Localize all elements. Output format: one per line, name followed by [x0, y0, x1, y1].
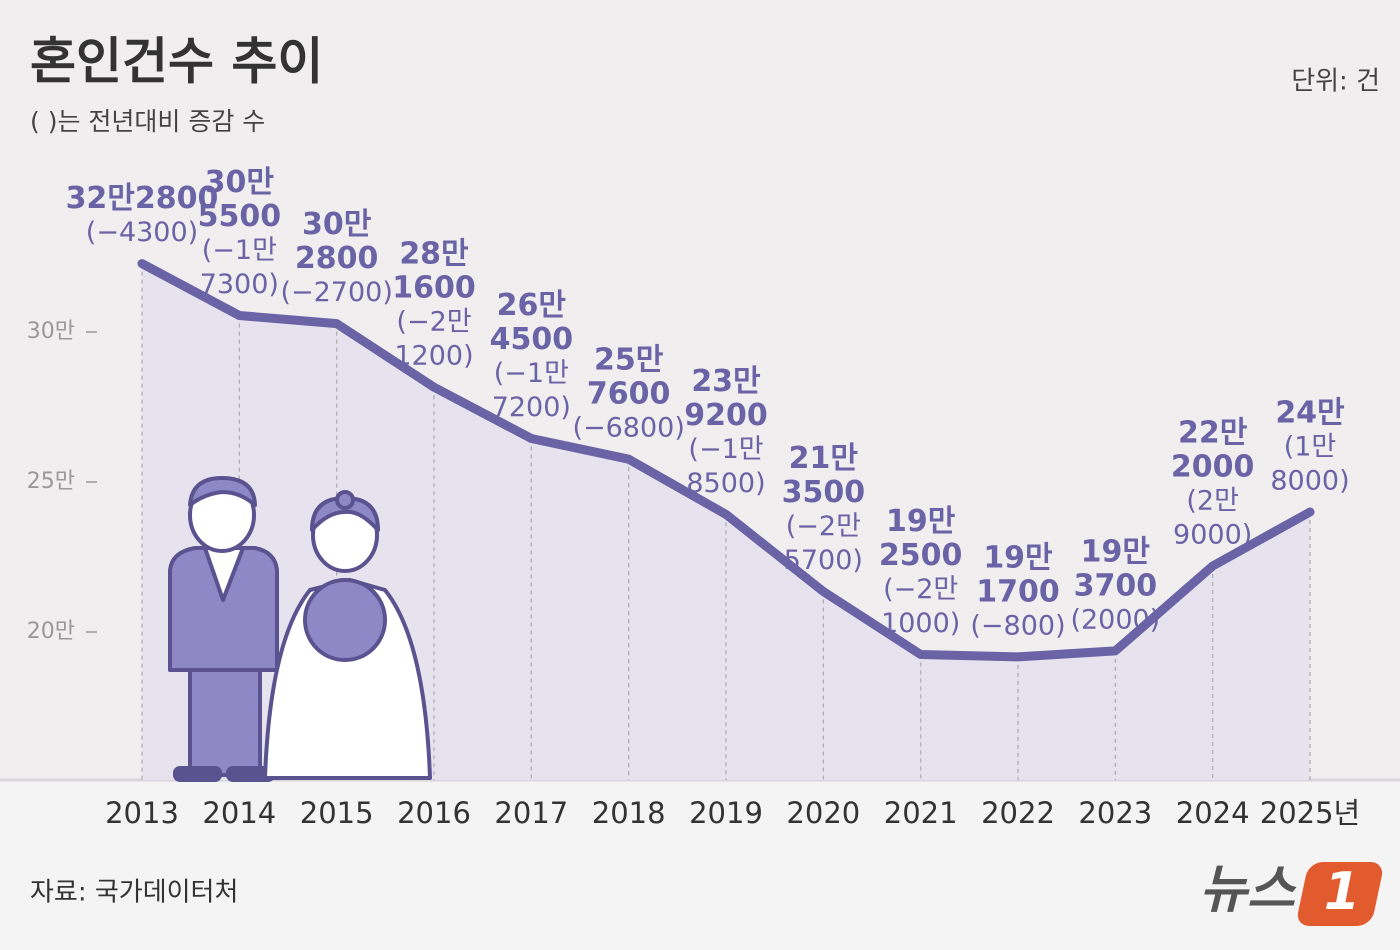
logo-box — [1297, 862, 1383, 926]
area — [142, 263, 1310, 781]
value-label: 7600 — [587, 377, 671, 412]
change-label: 7300) — [200, 269, 279, 300]
change-label: (−2만 — [883, 574, 958, 605]
change-label: (−6800) — [572, 413, 684, 444]
footer-band — [0, 780, 1400, 950]
groom-shoe — [173, 766, 222, 782]
value-label: 2800 — [295, 241, 379, 276]
value-label: 19만 — [983, 540, 1053, 575]
change-label: (−800) — [970, 610, 1065, 641]
line — [137, 259, 1315, 662]
value-label: 23만 — [691, 364, 761, 399]
value-label: 3700 — [1074, 568, 1158, 603]
groom-hair — [188, 476, 257, 507]
change-label: 8500) — [686, 468, 765, 499]
value-label: 21만 — [789, 441, 859, 476]
value-label: 32만2800 — [66, 181, 219, 216]
change-label: (−4300) — [86, 217, 198, 248]
logo: 뉴스 1 — [1199, 860, 1383, 926]
x-tick-label: 2020 — [786, 796, 860, 830]
groom-suit — [168, 546, 279, 672]
change-label: 7200) — [492, 392, 571, 423]
value-label: 25만 — [594, 343, 664, 378]
change-label: 8000) — [1270, 466, 1349, 497]
logo-text: 뉴스 — [1199, 860, 1297, 920]
value-label: 2000 — [1171, 450, 1255, 485]
y-tick-label: 20만 — [27, 619, 75, 644]
source: 자료: 국가데이터처 — [30, 878, 238, 908]
value-label: 19만 — [1081, 534, 1151, 569]
x-tick-label: 2025년 — [1260, 796, 1360, 830]
x-tick-label: 2016 — [397, 796, 471, 830]
value-label: 1700 — [976, 574, 1060, 609]
bouquet — [303, 578, 387, 662]
value-label: 4500 — [490, 322, 574, 357]
change-label: 1000) — [881, 608, 960, 639]
y-tick-label: 30만 — [27, 319, 75, 344]
x-tick-label: 2021 — [884, 796, 958, 830]
value-label: 24만 — [1275, 396, 1345, 431]
change-label: 1200) — [394, 341, 473, 372]
change-label: (2000) — [1070, 604, 1160, 635]
x-tick-label: 2023 — [1078, 796, 1152, 830]
x-tick-label: 2014 — [202, 796, 276, 830]
x-tick-label: 2019 — [689, 796, 763, 830]
unit: 단위: 건 — [1291, 67, 1380, 97]
value-label: 3500 — [782, 475, 866, 510]
value-label: 22만 — [1178, 416, 1248, 451]
change-label: (−2700) — [280, 277, 392, 308]
plot: 20만25만30만32만2800(−4300)30만5500(−1만7300)3… — [27, 165, 1360, 830]
logo-mark: 1 — [1324, 862, 1360, 922]
change-label: (2만 — [1186, 486, 1239, 517]
x-tick-label: 2017 — [494, 796, 568, 830]
bride-hair — [310, 496, 380, 532]
change-label: 5700) — [784, 545, 863, 576]
chart-title: 혼인건수 추이 — [30, 33, 323, 91]
value-label: 2500 — [879, 538, 963, 573]
subtitle: ( )는 전년대비 증감 수 — [30, 107, 265, 136]
change-label: (1만 — [1284, 432, 1337, 463]
value-label: 5500 — [198, 199, 282, 234]
illustration — [168, 476, 432, 782]
value-label: 28만 — [399, 237, 469, 272]
change-label: 9000) — [1173, 520, 1252, 551]
y-tick-label: 25만 — [27, 469, 75, 494]
bride-bun — [335, 490, 355, 510]
change-label: (−1만 — [202, 235, 277, 266]
change-label: (−1만 — [494, 358, 569, 389]
change-label: (−2만 — [786, 511, 861, 542]
groom-legs — [188, 658, 262, 777]
value-label: 9200 — [684, 398, 768, 433]
value-label: 26만 — [497, 288, 567, 323]
x-tick-label: 2022 — [981, 796, 1055, 830]
value-label: 30만 — [302, 207, 372, 242]
change-label: (−2만 — [396, 307, 471, 338]
x-tick-label: 2015 — [300, 796, 374, 830]
change-label: (−1만 — [688, 434, 763, 465]
x-tick-label: 2013 — [105, 796, 179, 830]
x-tick-label: 2018 — [592, 796, 666, 830]
value-label: 1600 — [392, 271, 476, 306]
x-tick-label: 2024 — [1176, 796, 1250, 830]
value-label: 30만 — [205, 165, 275, 200]
value-label: 19만 — [886, 504, 956, 539]
